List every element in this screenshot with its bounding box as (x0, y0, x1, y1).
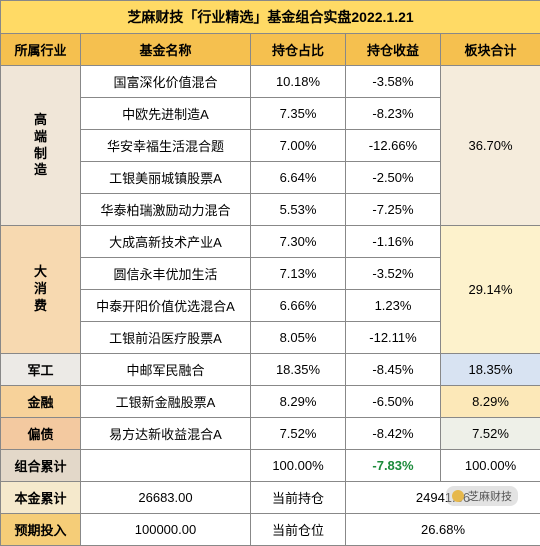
sector-total: 7.52% (441, 418, 540, 450)
industry-cell: 高 端 制 造 (1, 66, 81, 226)
sector-total: 18.35% (441, 354, 540, 386)
page-title: 芝麻财技「行业精选」基金组合实盘2022.1.21 (1, 1, 540, 34)
summary-total: 100.00% (441, 450, 540, 482)
summary-weight: 100.00% (251, 450, 346, 482)
fund-name: 圆信永丰优加生活 (81, 258, 251, 290)
sector-total: 29.14% (441, 226, 540, 354)
watermark: 芝麻财技 (446, 486, 518, 506)
table-row: 大 消 费 大成高新技术产业A 7.30% -1.16% 29.14% (1, 226, 540, 258)
fund-name: 工银新金融股票A (81, 386, 251, 418)
return: -12.66% (346, 130, 441, 162)
fund-name: 国富深化价值混合 (81, 66, 251, 98)
table-row: 军工 中邮军民融合 18.35% -8.45% 18.35% (1, 354, 540, 386)
fund-name: 工银前沿医疗股票A (81, 322, 251, 354)
capital-value: 26683.00 (81, 482, 251, 514)
table-row: 高 端 制 造 国富深化价值混合 10.18% -3.58% 36.70% (1, 66, 540, 98)
fund-name: 华安幸福生活混合题 (81, 130, 251, 162)
return: -12.11% (346, 322, 441, 354)
return: -3.58% (346, 66, 441, 98)
return: -7.25% (346, 194, 441, 226)
header-row: 所属行业 基金名称 持仓占比 持仓收益 板块合计 (1, 34, 540, 66)
title-row: 芝麻财技「行业精选」基金组合实盘2022.1.21 (1, 1, 540, 34)
summary-label: 组合累计 (1, 450, 81, 482)
current-position-label: 当前仓位 (251, 514, 346, 546)
return: -2.50% (346, 162, 441, 194)
col-weight: 持仓占比 (251, 34, 346, 66)
sector-total: 8.29% (441, 386, 540, 418)
expected-value: 100000.00 (81, 514, 251, 546)
industry-cell: 偏债 (1, 418, 81, 450)
summary-row: 组合累计 100.00% -7.83% 100.00% (1, 450, 540, 482)
weight: 7.30% (251, 226, 346, 258)
col-industry: 所属行业 (1, 34, 81, 66)
col-fund: 基金名称 (81, 34, 251, 66)
industry-cell: 大 消 费 (1, 226, 81, 354)
return: -8.45% (346, 354, 441, 386)
return: -6.50% (346, 386, 441, 418)
return: -8.42% (346, 418, 441, 450)
fund-name: 易方达新收益混合A (81, 418, 251, 450)
return: -3.52% (346, 258, 441, 290)
table-row: 偏债 易方达新收益混合A 7.52% -8.42% 7.52% (1, 418, 540, 450)
return: 1.23% (346, 290, 441, 322)
fund-name: 工银美丽城镇股票A (81, 162, 251, 194)
summary-return: -7.83% (346, 450, 441, 482)
weight: 18.35% (251, 354, 346, 386)
watermark-icon (452, 490, 464, 502)
return: -8.23% (346, 98, 441, 130)
table-row: 金融 工银新金融股票A 8.29% -6.50% 8.29% (1, 386, 540, 418)
weight: 8.05% (251, 322, 346, 354)
current-position-value: 26.68% (346, 514, 540, 546)
weight: 7.35% (251, 98, 346, 130)
weight: 8.29% (251, 386, 346, 418)
weight: 10.18% (251, 66, 346, 98)
weight: 6.64% (251, 162, 346, 194)
industry-cell: 金融 (1, 386, 81, 418)
weight: 7.13% (251, 258, 346, 290)
expected-label: 预期投入 (1, 514, 81, 546)
fund-name: 大成高新技术产业A (81, 226, 251, 258)
col-ret: 持仓收益 (346, 34, 441, 66)
current-holding-label: 当前持仓 (251, 482, 346, 514)
fund-name: 中邮军民融合 (81, 354, 251, 386)
expected-row: 预期投入 100000.00 当前仓位 26.68% (1, 514, 540, 546)
sector-total: 36.70% (441, 66, 540, 226)
col-sector-total: 板块合计 (441, 34, 540, 66)
fund-name: 华泰柏瑞激励动力混合 (81, 194, 251, 226)
weight: 7.52% (251, 418, 346, 450)
fund-name: 中欧先进制造A (81, 98, 251, 130)
capital-label: 本金累计 (1, 482, 81, 514)
fund-table: 芝麻财技「行业精选」基金组合实盘2022.1.21 所属行业 基金名称 持仓占比… (0, 0, 540, 546)
return: -1.16% (346, 226, 441, 258)
industry-cell: 军工 (1, 354, 81, 386)
watermark-text: 芝麻财技 (468, 488, 512, 504)
table-container: 芝麻财技「行业精选」基金组合实盘2022.1.21 所属行业 基金名称 持仓占比… (0, 0, 540, 520)
weight: 6.66% (251, 290, 346, 322)
weight: 5.53% (251, 194, 346, 226)
fund-name: 中泰开阳价值优选混合A (81, 290, 251, 322)
weight: 7.00% (251, 130, 346, 162)
